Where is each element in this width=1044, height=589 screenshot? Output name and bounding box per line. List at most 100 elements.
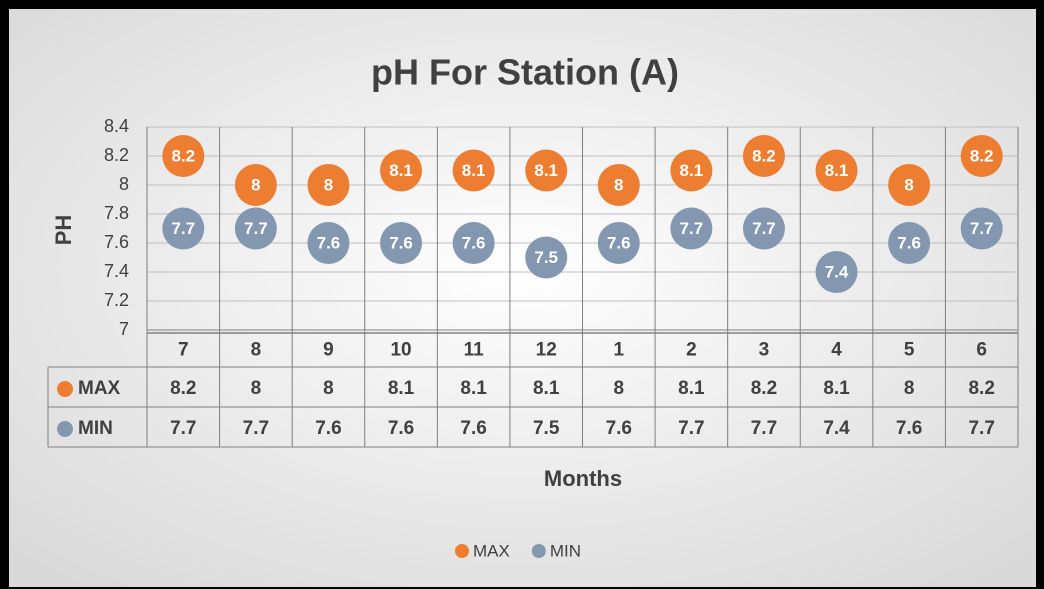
marker [597, 164, 640, 206]
x-tick-label: 1 [614, 340, 625, 361]
table-legend-key [57, 381, 73, 397]
marker [162, 135, 205, 177]
data-label: 7.6 [317, 233, 341, 252]
table-cell: 8.1 [388, 378, 415, 399]
marker [597, 222, 640, 264]
marker [234, 207, 277, 250]
x-tick-label: 11 [464, 340, 485, 361]
marker [452, 149, 495, 192]
table-cell: 8.1 [460, 378, 487, 399]
x-axis-label: Months [544, 466, 622, 491]
table-cell: 8.2 [751, 378, 777, 399]
x-tick-label: 8 [251, 340, 262, 361]
table-cell: 8 [614, 378, 625, 399]
marker [670, 207, 713, 250]
marker [960, 207, 1003, 250]
table-cell: 7.6 [896, 418, 922, 439]
table-legend-key [57, 421, 73, 437]
data-label: 8.1 [680, 161, 704, 180]
data-label: 8.2 [171, 146, 195, 165]
data-label: 7.6 [607, 233, 631, 252]
marker [307, 164, 350, 206]
marker [307, 222, 350, 264]
data-label: 7.7 [244, 219, 268, 238]
data-label: 8 [614, 175, 623, 194]
legend-label: MIN [550, 541, 581, 560]
table-cell: 7.7 [170, 418, 196, 439]
data-label: 7.4 [825, 262, 849, 281]
data-label: 7.6 [897, 233, 921, 252]
y-axis-label: PH [51, 215, 76, 246]
table-cell: 8.1 [678, 378, 705, 399]
chart-title: pH For Station (A) [371, 52, 679, 93]
table-cell: 7.4 [823, 418, 850, 439]
marker [452, 222, 495, 264]
y-tick-label: 8.2 [104, 145, 129, 165]
table-cell: 7.6 [606, 418, 632, 439]
data-label: 8.2 [970, 146, 994, 165]
marker [742, 135, 785, 177]
x-tick-label: 5 [904, 340, 915, 361]
y-tick-label: 7.8 [104, 203, 129, 223]
data-label: 8.1 [462, 161, 486, 180]
data-label: 7.5 [534, 248, 558, 267]
marker [234, 164, 277, 206]
x-tick-label: 3 [759, 340, 770, 361]
x-tick-label: 4 [831, 340, 842, 361]
data-label: 7.7 [752, 219, 776, 238]
y-tick-label: 7.6 [104, 232, 129, 252]
data-label: 8 [904, 175, 913, 194]
table-cell: 8 [904, 378, 915, 399]
data-label: 8 [251, 175, 260, 194]
marker [670, 149, 713, 192]
table-cell: 7.7 [968, 418, 994, 439]
x-tick-label: 12 [536, 340, 557, 361]
data-label: 7.7 [680, 219, 704, 238]
table-row-header: MIN [78, 418, 113, 439]
marker [380, 222, 423, 264]
marker [742, 207, 785, 250]
y-tick-label: 7.4 [104, 261, 129, 281]
data-label: 7.7 [970, 219, 994, 238]
marker [525, 149, 568, 192]
table-cell: 7.6 [460, 418, 486, 439]
x-tick-label: 9 [323, 340, 334, 361]
data-label: 8.1 [389, 161, 413, 180]
marker [888, 222, 931, 264]
x-tick-label: 6 [976, 340, 987, 361]
marker [380, 149, 423, 192]
table-cell: 7.6 [315, 418, 341, 439]
table-cell: 8.2 [170, 378, 196, 399]
data-label: 8.2 [752, 146, 776, 165]
marker [162, 207, 205, 250]
marker [815, 149, 858, 192]
marker [888, 164, 931, 206]
marker [960, 135, 1003, 177]
data-label: 7.6 [462, 233, 486, 252]
marker [525, 236, 568, 279]
data-label: 7.6 [389, 233, 413, 252]
table-cell: 8.1 [823, 378, 850, 399]
table-cell: 7.7 [751, 418, 777, 439]
data-label: 8 [324, 175, 333, 194]
legend-key [455, 544, 469, 558]
table-cell: 7.5 [533, 418, 560, 439]
data-label: 8.1 [534, 161, 558, 180]
table-cell: 7.7 [243, 418, 269, 439]
x-tick-label: 7 [178, 340, 189, 361]
x-tick-label: 2 [686, 340, 697, 361]
table-cell: 8 [323, 378, 334, 399]
table-cell: 8.1 [533, 378, 560, 399]
y-tick-label: 7.2 [104, 290, 129, 310]
legend-key [531, 544, 546, 558]
table-cell: 8.2 [968, 378, 994, 399]
table-row-header: MAX [78, 378, 121, 399]
y-tick-label: 7 [119, 319, 129, 339]
marker [815, 251, 858, 293]
table-cell: 8 [251, 378, 262, 399]
table-cell: 7.6 [388, 418, 414, 439]
chart-area [9, 9, 1036, 587]
data-label: 7.7 [171, 219, 195, 238]
y-tick-label: 8 [119, 174, 129, 194]
